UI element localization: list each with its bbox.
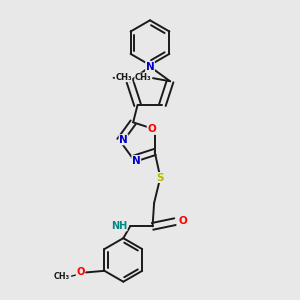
Text: O: O	[147, 124, 156, 134]
Text: S: S	[157, 172, 164, 182]
Text: O: O	[179, 216, 188, 226]
Text: N: N	[146, 61, 154, 72]
Text: O: O	[76, 267, 85, 278]
Text: CH₃: CH₃	[54, 272, 70, 280]
Text: CH₃: CH₃	[115, 73, 132, 82]
Text: N: N	[132, 156, 141, 166]
Text: CH₃: CH₃	[135, 73, 152, 82]
Text: NH: NH	[111, 221, 127, 231]
Text: N: N	[119, 135, 128, 145]
